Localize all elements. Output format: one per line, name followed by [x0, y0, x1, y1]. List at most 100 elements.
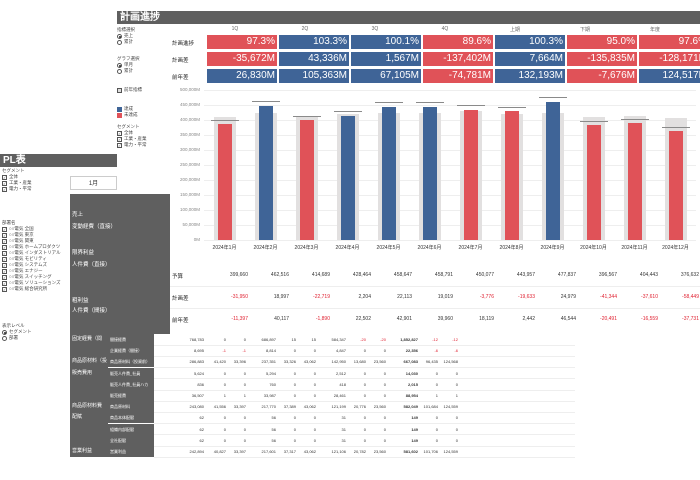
prev-year-reference-line: [210, 120, 239, 122]
chart-table-cell: -31,950: [231, 294, 248, 300]
kpi-cell: -7,676M: [567, 69, 637, 83]
kpi-grid: 計画進捗 97.3% 103.3% 100.1% 89.6% 100.3% 95.0% 97.…: [170, 35, 700, 87]
checkbox-icon[interactable]: ✓: [2, 280, 7, 286]
pl-cell: 4,847: [335, 348, 346, 354]
dept-item-label: ○○電気 ソリューションズ: [9, 280, 61, 285]
radio-icon[interactable]: [117, 68, 122, 74]
segment-item[interactable]: ✓ 電力・平常: [117, 142, 147, 148]
segment-item[interactable]: ✓ 工業・産業: [117, 136, 147, 142]
checkbox-icon[interactable]: ✓: [117, 142, 122, 148]
checkbox-icon[interactable]: ✓: [2, 180, 7, 186]
pl-cell: 0: [383, 348, 386, 354]
checkbox-icon[interactable]: ✓: [2, 174, 7, 180]
radio-icon[interactable]: [117, 33, 122, 39]
chart-table-cell: 462,516: [270, 272, 289, 278]
segment-item[interactable]: ✓ 全体: [117, 130, 133, 136]
checkbox-icon[interactable]: ✓: [2, 274, 7, 280]
dept-item[interactable]: ✓ ○○電気 スイッチング: [2, 274, 70, 280]
checkbox-icon[interactable]: ✓: [2, 250, 7, 256]
chart-table-cell: -37,731: [682, 316, 699, 322]
pl-segment-item[interactable]: ✓ 全体: [2, 174, 18, 180]
y-tick-label: 500,000M: [179, 87, 200, 92]
checkbox-icon[interactable]: ✓: [2, 286, 7, 292]
radio-icon[interactable]: [117, 39, 122, 45]
dept-item[interactable]: ✓ ○○電気 ホームプロダクツ: [2, 244, 70, 250]
actual-bar: [586, 125, 601, 240]
checkbox-icon[interactable]: ✓: [2, 226, 7, 232]
pl-cell: 0: [243, 437, 246, 443]
pl-cell: 286,883: [189, 359, 204, 365]
dept-item[interactable]: ✓ ○○電気 関東: [2, 238, 70, 244]
level-option-dept[interactable]: 部署: [2, 335, 70, 341]
graph-option-cumulative[interactable]: 累計: [117, 68, 167, 74]
dept-item[interactable]: ✓ ○○電気 ソリューションズ: [2, 280, 70, 286]
pl-cell: -1: [242, 348, 246, 354]
gridline: [204, 180, 696, 181]
pl-sub-label: 販売人件費_社員ハカ: [108, 378, 154, 390]
kpi-cell: -135,835M: [567, 52, 637, 66]
checkbox-icon[interactable]: ✓: [2, 186, 7, 192]
x-axis-label: 2024年9月: [540, 245, 565, 251]
chart-table-cell: 39,960: [437, 316, 453, 322]
checkbox-icon[interactable]: [117, 87, 122, 93]
radio-icon[interactable]: [2, 329, 7, 335]
plan-progress-title: 計画進捗: [117, 11, 700, 24]
checkbox-icon[interactable]: ✓: [117, 136, 122, 142]
month-dropdown[interactable]: 1月: [70, 176, 117, 190]
checkbox-icon[interactable]: ✓: [2, 268, 7, 274]
pl-cell: 101,684: [423, 404, 438, 410]
checkbox-icon[interactable]: ✓: [2, 244, 7, 250]
pl-cell: 0: [313, 381, 316, 387]
pl-left-label: 人件費（直接）: [72, 262, 111, 268]
radio-icon[interactable]: [2, 335, 7, 341]
dept-item[interactable]: ✓ ○○電気 インダストリアル: [2, 250, 70, 256]
y-tick-label: 350,000M: [179, 132, 200, 137]
dept-item[interactable]: ✓ ○○電気 総合研究所: [2, 286, 70, 292]
kpi-cell: 100.3%: [495, 35, 565, 49]
pl-sub-label: 全社配賦: [108, 434, 154, 446]
chart-table-cell: 443,957: [516, 272, 535, 278]
checkbox-icon[interactable]: ✓: [2, 238, 7, 244]
pl-cell: 41,420: [213, 359, 226, 365]
pl-sub-label: 販売人件費_社員: [108, 367, 154, 379]
dept-item[interactable]: ✓ ○○電気 東京: [2, 232, 70, 238]
pl-cell: 124,568: [443, 359, 458, 365]
pl-group-cell: 販売費用: [70, 367, 108, 379]
pl-cell: 1,852,827: [400, 337, 418, 342]
pl-cell: 43,062: [303, 404, 316, 410]
prev-year-toggle[interactable]: 前年指標: [117, 87, 167, 93]
pl-segment-item[interactable]: ✓ 電力・平常: [2, 186, 32, 192]
pl-cell: 62: [199, 437, 204, 443]
kpi-cell: 89.6%: [423, 35, 493, 49]
dept-item[interactable]: ✓ ○○電気 エナジー: [2, 268, 70, 274]
checkbox-icon[interactable]: ✓: [2, 232, 7, 238]
checkbox-icon[interactable]: ✓: [117, 130, 122, 136]
pl-cell: 0: [223, 415, 226, 421]
pl-cell: 237,351: [261, 359, 276, 365]
radio-icon[interactable]: [117, 62, 122, 68]
pl-cell: 0: [363, 437, 366, 443]
y-tick-label: 150,000M: [179, 192, 200, 197]
checkbox-icon[interactable]: ✓: [2, 262, 7, 268]
graph-option-monthly[interactable]: 単月: [117, 62, 167, 68]
dept-item[interactable]: ✓ ○○電気 システムズ: [2, 262, 70, 268]
dept-item[interactable]: ✓ ○○電気 全国: [2, 226, 70, 232]
level-option-segment[interactable]: セグメント: [2, 329, 70, 335]
pl-cell: 0: [435, 437, 438, 443]
chart-table-cell: -20,491: [600, 316, 617, 322]
legend-swatch-red: [117, 112, 122, 118]
checkbox-icon[interactable]: ✓: [2, 256, 7, 262]
pl-cell: 2,512: [335, 370, 346, 376]
metric-option-cumulative[interactable]: 累計: [117, 39, 167, 45]
prev-year-reference-line: [538, 96, 567, 98]
actual-bar: [463, 109, 478, 240]
pl-cell: 242,894: [189, 449, 204, 454]
pl-row-divider: [154, 434, 575, 436]
kpi-column-header: 下期: [579, 27, 590, 33]
metric-option-sales[interactable]: 売上: [117, 33, 167, 39]
dept-item[interactable]: ✓ ○○電気 モビリティ: [2, 256, 70, 262]
actual-bar: [258, 106, 273, 240]
pl-segment-item[interactable]: ✓ 工業・産業: [2, 180, 32, 186]
kpi-row-label: 計画進捗: [172, 41, 195, 47]
chart-table-cell: 24,979: [560, 294, 576, 300]
